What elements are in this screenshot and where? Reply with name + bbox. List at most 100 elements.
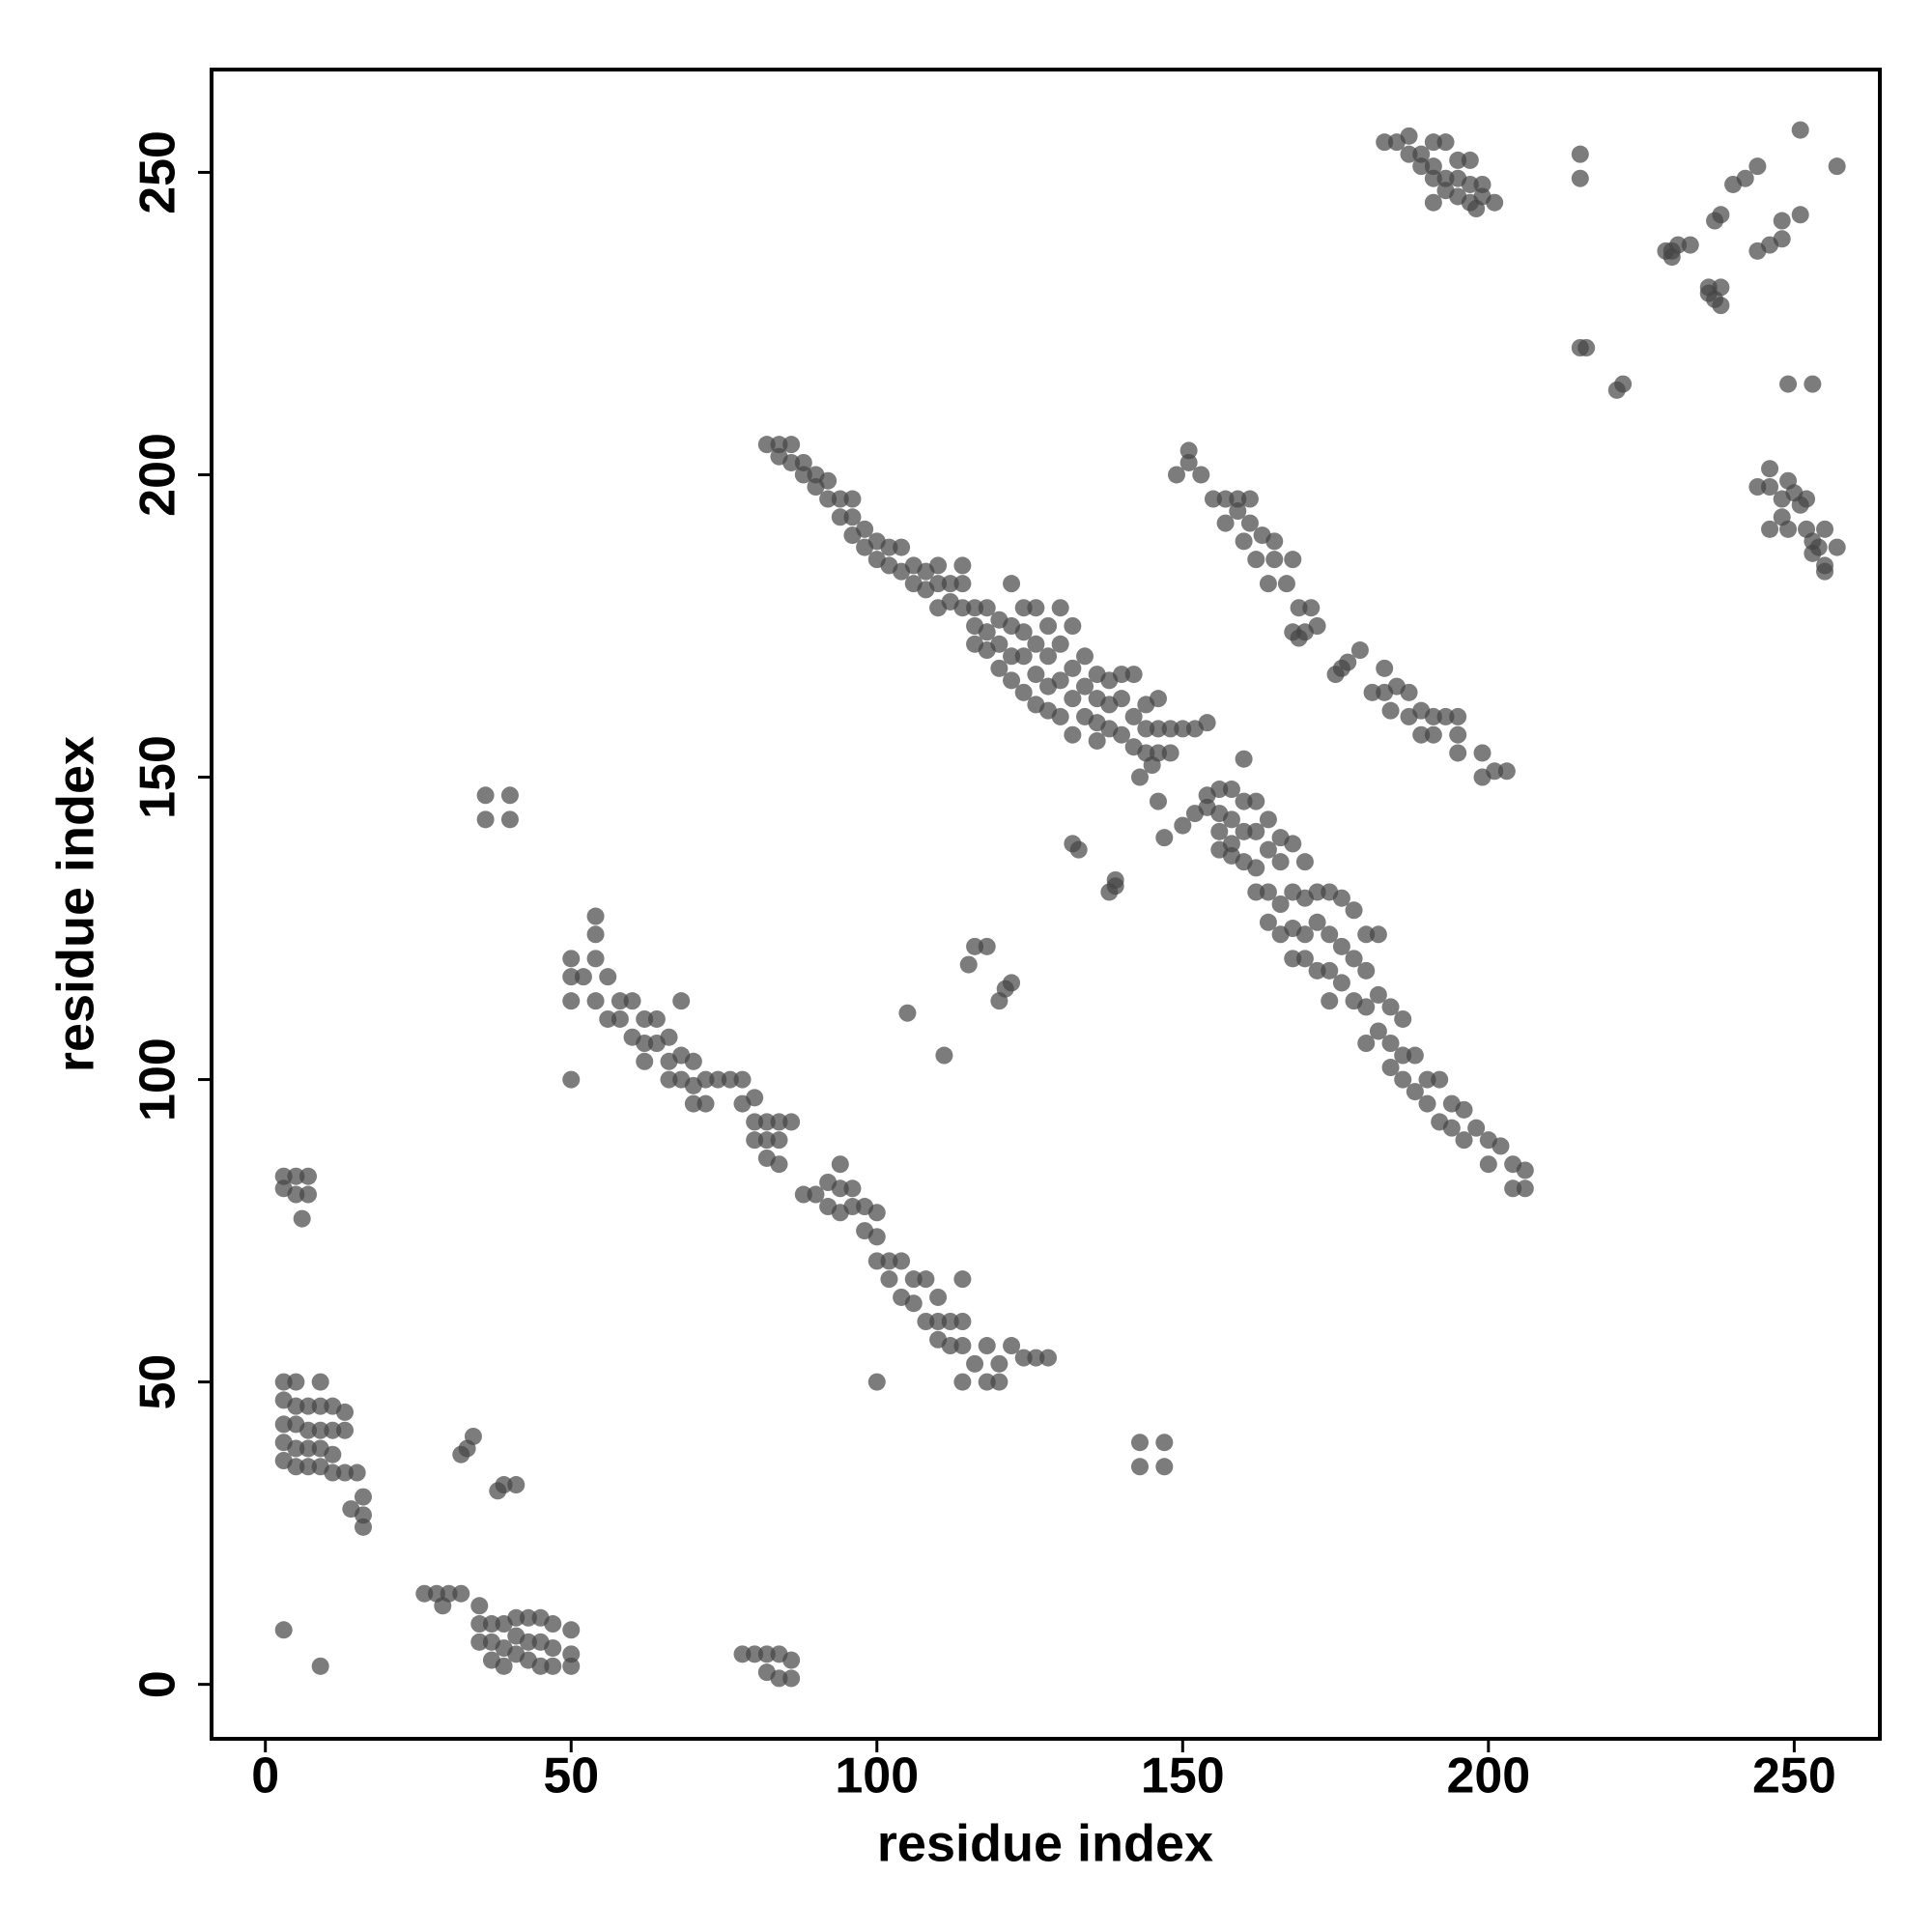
contact-point [1192,466,1210,484]
contact-point [757,1131,776,1150]
contact-point [1357,1035,1376,1052]
contact-point [1149,690,1167,708]
contact-point [1259,913,1277,931]
contact-point [1748,157,1767,176]
x-tick-label: 250 [1752,1748,1836,1804]
contact-point [1369,985,1387,1004]
contact-point [1308,617,1326,635]
contact-point [770,436,788,454]
contact-point [1210,822,1229,840]
contact-point [672,992,691,1010]
contact-point [782,1651,801,1669]
contact-point [696,1070,715,1089]
contact-point [1436,707,1455,725]
contact-point [1712,278,1730,297]
contact-point [336,1421,355,1439]
contact-point [1406,1083,1424,1101]
contact-point [311,1397,329,1415]
contact-point [611,992,629,1010]
contact-point [452,1584,470,1603]
contact-point [599,1009,617,1028]
contact-point [1424,725,1442,744]
contact-point [647,1009,666,1028]
contact-point [1479,1155,1497,1174]
contact-point [1418,1094,1436,1113]
contact-point [831,1155,849,1174]
contact-point [287,1458,305,1476]
contact-point [287,1397,305,1415]
contact-point [470,1615,489,1634]
contact-point [1424,169,1442,187]
contact-point [336,1463,355,1482]
contact-point [867,1204,886,1222]
contact-point [1369,925,1387,944]
contact-point [941,575,959,593]
contact-point [1198,714,1216,732]
contact-point [1210,840,1229,859]
contact-point [1828,538,1846,556]
contact-point [843,490,862,508]
contact-point [1412,725,1431,744]
contact-point [904,1270,923,1289]
contact-point [287,1439,305,1458]
contact-point [1088,731,1106,750]
contact-point [856,520,874,538]
contact-point [978,1337,996,1355]
contact-point [1381,1035,1400,1052]
contact-point [274,1373,293,1391]
contact-point [1179,453,1198,471]
contact-point [324,1445,342,1463]
contact-point [1791,121,1809,139]
contact-point [1076,677,1094,696]
contact-point [507,1608,526,1627]
contact-point [1113,690,1130,708]
contact-point [893,1252,911,1270]
contact-point [1124,666,1143,684]
contact-point [1773,230,1791,248]
y-tick-label: 250 [130,130,186,214]
contact-point [757,1149,776,1167]
contact-point [495,1476,513,1494]
contact-point [880,1270,898,1289]
contact-point [1014,647,1033,666]
contact-point [990,1373,1009,1391]
contact-point [1014,623,1033,641]
contact-point [794,1185,812,1204]
contact-point [1394,1009,1412,1028]
contact-point [1467,200,1486,217]
contact-point [299,1397,318,1415]
contact-point [1069,840,1088,859]
contact-point [953,1337,972,1355]
contact-point [274,1415,293,1434]
contact-point [1003,1337,1021,1355]
y-tick-label: 200 [130,433,186,517]
contact-point [1345,901,1363,920]
contact-point [299,1458,318,1476]
contact-point [1308,883,1326,901]
contact-point [1779,375,1798,393]
contact-point [1027,599,1045,617]
contact-point [574,968,592,986]
contact-point [819,471,838,490]
y-tick-label: 100 [130,1037,186,1122]
contact-point [1179,441,1198,460]
contact-point [1247,551,1265,569]
contact-point [1748,478,1767,496]
contact-point [1816,562,1834,581]
contact-point [311,1373,329,1391]
contact-point [1473,744,1492,762]
contact-point [1571,169,1589,187]
contact-point [1161,744,1179,762]
contact-point [1155,1434,1174,1452]
contact-point [660,1070,678,1089]
contact-point [1271,853,1290,871]
contact-point [544,1657,562,1675]
contact-point [1332,889,1350,907]
contact-point [336,1403,355,1421]
contact-point [1295,950,1314,968]
contact-point [1516,1161,1534,1179]
contact-point [1804,544,1822,562]
contact-point [1461,175,1479,193]
contact-point [1174,720,1192,738]
contact-point [586,925,605,944]
